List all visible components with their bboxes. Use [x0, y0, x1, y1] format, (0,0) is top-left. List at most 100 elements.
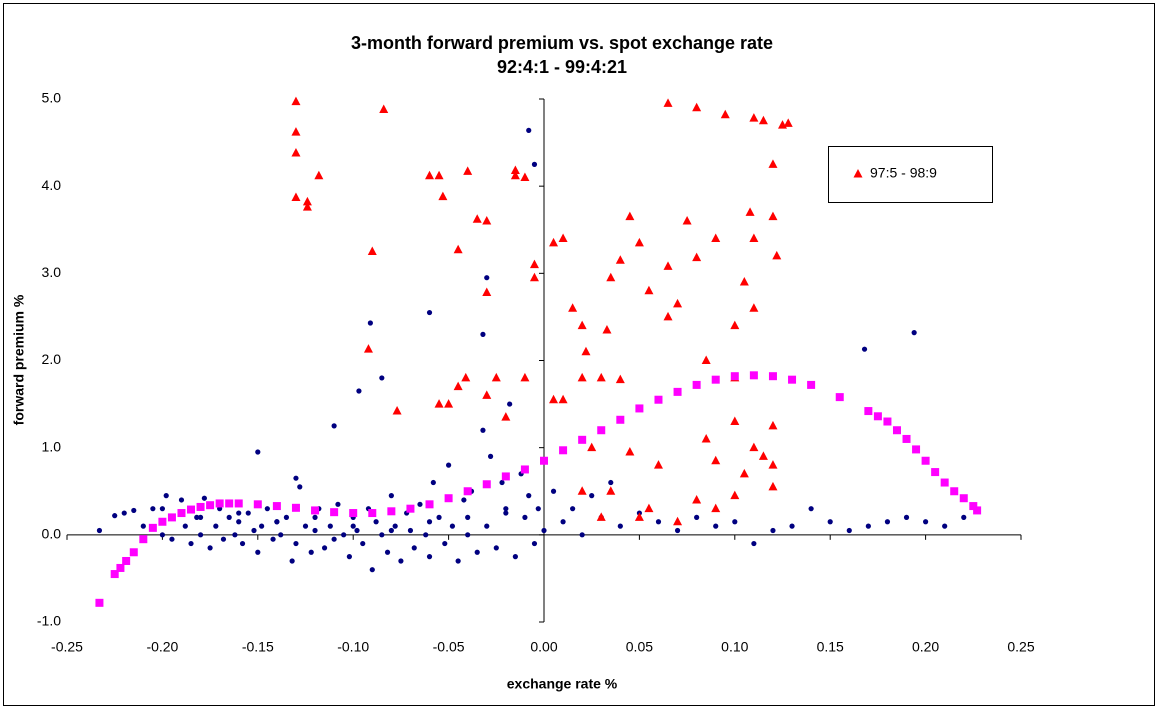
x-tick-label: 0.05	[626, 639, 653, 655]
square-point	[540, 456, 548, 465]
square-point	[950, 487, 959, 496]
circle-point	[131, 507, 137, 514]
circle-point	[150, 506, 156, 512]
triangle-point	[606, 486, 616, 495]
triangle-point	[653, 460, 663, 469]
circle-point	[455, 558, 461, 564]
circle-point	[903, 514, 910, 521]
triangle-point	[768, 460, 778, 469]
triangle-point	[581, 346, 591, 356]
triangle-point	[577, 320, 587, 330]
square-point	[864, 407, 873, 416]
circle-point	[694, 514, 700, 521]
chart-title: 3-month forward premium vs. spot exchang…	[351, 33, 773, 53]
triangle-point	[711, 503, 721, 513]
square-point	[187, 505, 196, 514]
triangle-point	[425, 170, 435, 180]
circle-point	[961, 514, 967, 521]
triangle-point	[568, 303, 578, 312]
triangle-point	[438, 191, 448, 201]
triangle-point	[302, 196, 312, 206]
circle-point	[197, 514, 204, 521]
y-tick-label: 3.0	[42, 264, 62, 280]
square-point	[482, 480, 491, 489]
y-tick-label: 2.0	[42, 351, 62, 367]
x-tick-label: 0.25	[1007, 639, 1034, 655]
triangle-point	[482, 287, 492, 297]
square-point	[215, 499, 224, 508]
triangle-point	[634, 237, 644, 247]
circle-point	[526, 127, 532, 133]
circle-point	[430, 479, 436, 486]
chart-subtitle: 92:4:1 - 99:4:21	[497, 57, 627, 77]
square-point	[177, 509, 186, 518]
square-point	[892, 426, 901, 435]
circle-point	[367, 320, 373, 326]
square-point	[253, 500, 262, 509]
triangle-point	[745, 207, 755, 216]
x-tick-label: -0.10	[337, 639, 369, 655]
triangle-point	[510, 165, 520, 174]
square-point	[969, 502, 978, 511]
triangle-point	[558, 394, 568, 404]
circle-point	[398, 558, 404, 564]
y-axis-title: forward premium %	[11, 294, 27, 425]
circle-point	[392, 523, 398, 529]
triangle-point	[434, 170, 444, 180]
circle-point	[449, 523, 456, 529]
triangle-point	[749, 442, 759, 452]
square-point	[673, 387, 682, 396]
square-point	[921, 456, 930, 465]
circle-point	[169, 536, 175, 542]
triangle-point	[711, 233, 721, 242]
circle-point	[356, 388, 362, 394]
triangle-point	[434, 399, 444, 408]
circle-point	[512, 554, 518, 560]
triangle-point	[730, 416, 740, 426]
circle-point	[526, 493, 532, 499]
square-point	[973, 506, 982, 515]
circle-point	[379, 375, 385, 381]
square-point	[349, 509, 358, 518]
square-point	[940, 478, 949, 487]
legend-marker	[853, 169, 863, 178]
square-point	[110, 570, 119, 579]
triangle-point	[644, 285, 654, 295]
square-point	[873, 412, 882, 421]
square-point	[559, 446, 568, 455]
square-point	[788, 375, 797, 384]
square-point	[578, 435, 587, 444]
triangle-point	[491, 372, 501, 382]
circle-point	[503, 506, 509, 512]
square-point	[406, 504, 415, 513]
x-tick-label: -0.20	[146, 639, 178, 655]
circle-point	[283, 514, 290, 521]
circle-point	[341, 532, 347, 538]
circle-point	[608, 479, 614, 486]
circle-point	[535, 506, 541, 512]
circle-point	[188, 540, 194, 547]
triangle-point	[739, 277, 749, 286]
circle-point	[884, 519, 891, 525]
triangle-point	[749, 233, 759, 242]
circle-point	[293, 540, 299, 547]
circle-point	[480, 331, 486, 337]
circle-point	[360, 540, 366, 547]
circle-point	[484, 275, 490, 281]
circle-point	[297, 484, 303, 490]
circle-point	[232, 532, 238, 538]
circle-point	[507, 401, 513, 407]
circle-point	[369, 567, 375, 573]
x-tick-label: 0.00	[530, 639, 557, 655]
triangle-point	[663, 98, 673, 107]
circle-point	[373, 519, 379, 525]
triangle-point	[291, 127, 301, 136]
circle-point	[770, 527, 776, 534]
square-point	[616, 415, 625, 424]
y-tick-label: 1.0	[42, 438, 62, 454]
circle-point	[446, 462, 452, 468]
triangle-point	[701, 355, 711, 364]
circle-point	[617, 523, 623, 529]
y-tick-label: 0.0	[42, 526, 62, 542]
circle-point	[789, 523, 795, 529]
